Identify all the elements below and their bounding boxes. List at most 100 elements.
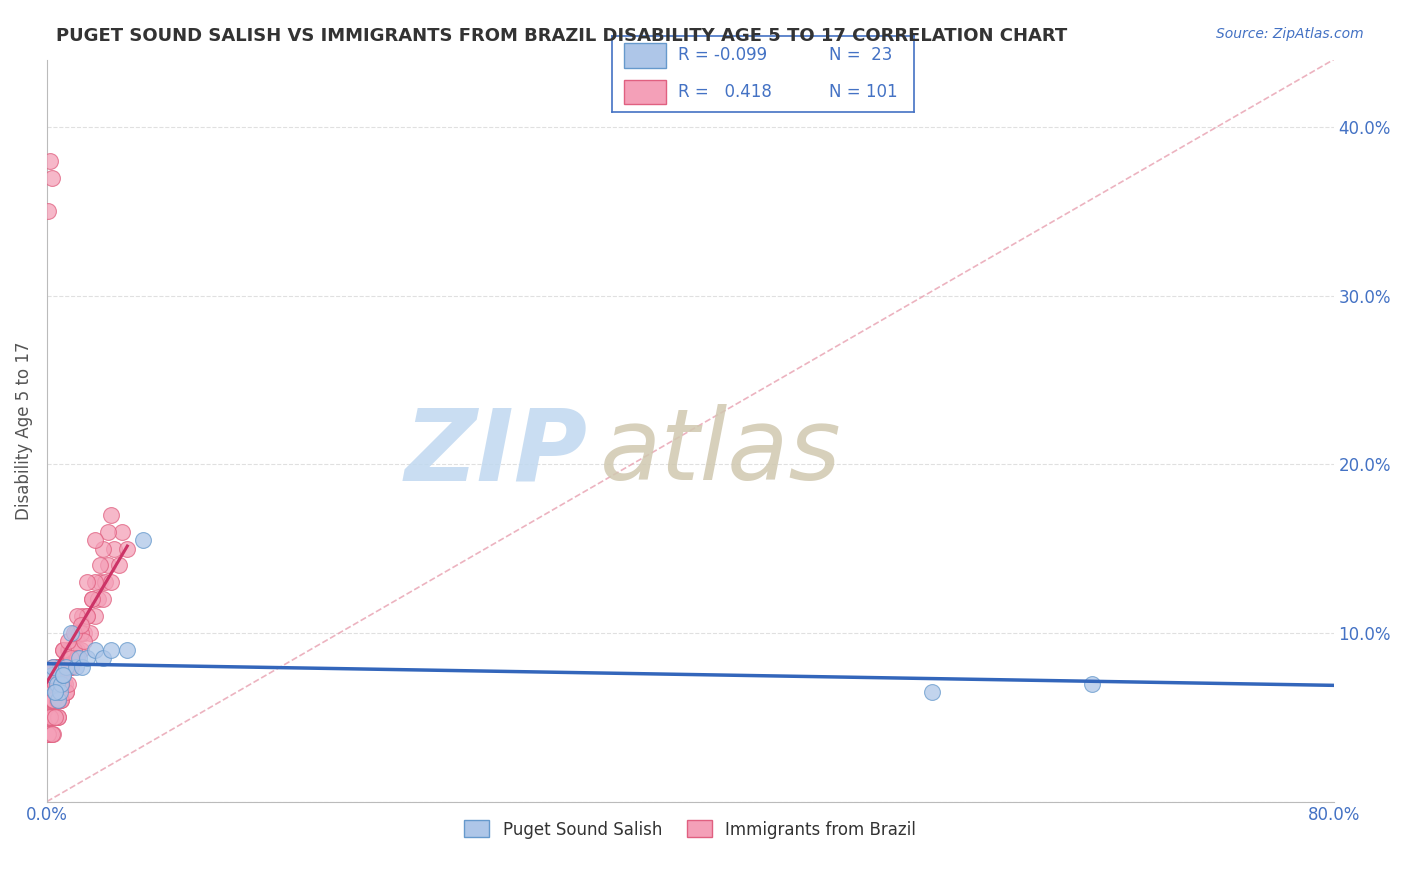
Point — [42, 727, 65, 741]
Point — [56, 659, 79, 673]
Point — [66, 642, 89, 657]
Point — [97, 558, 120, 573]
Point — [44, 676, 66, 690]
Point — [46, 693, 69, 707]
Point — [60, 651, 83, 665]
FancyBboxPatch shape — [624, 79, 666, 104]
Point — [69, 617, 91, 632]
Point — [60, 659, 83, 673]
Point — [84, 533, 107, 548]
Point — [45, 693, 67, 707]
Text: Source: ZipAtlas.com: Source: ZipAtlas.com — [1216, 27, 1364, 41]
Point — [921, 685, 943, 699]
Point — [45, 659, 67, 673]
Point — [67, 651, 90, 665]
Text: atlas: atlas — [600, 404, 842, 501]
Point — [37, 204, 59, 219]
Point — [87, 592, 110, 607]
Point — [117, 642, 139, 657]
Point — [66, 651, 89, 665]
Point — [58, 642, 80, 657]
Point — [51, 676, 73, 690]
Point — [52, 668, 75, 682]
Point — [39, 153, 62, 168]
Text: R =   0.418: R = 0.418 — [678, 83, 772, 101]
Point — [80, 592, 103, 607]
Point — [56, 642, 79, 657]
FancyBboxPatch shape — [624, 44, 666, 68]
Point — [52, 676, 75, 690]
Point — [46, 693, 69, 707]
Point — [49, 659, 72, 673]
Point — [76, 609, 98, 624]
Point — [44, 676, 66, 690]
Point — [49, 659, 72, 673]
Point — [37, 727, 59, 741]
Point — [42, 659, 65, 673]
Point — [41, 668, 63, 682]
Point — [76, 651, 98, 665]
Point — [49, 685, 72, 699]
Point — [63, 642, 86, 657]
Point — [49, 693, 72, 707]
Point — [97, 524, 120, 539]
Text: N = 101: N = 101 — [830, 83, 898, 101]
Point — [79, 626, 101, 640]
Point — [39, 710, 62, 724]
Point — [45, 676, 67, 690]
Point — [76, 575, 98, 590]
Point — [73, 626, 96, 640]
Legend: Puget Sound Salish, Immigrants from Brazil: Puget Sound Salish, Immigrants from Braz… — [457, 814, 922, 846]
Point — [42, 693, 65, 707]
Point — [44, 685, 66, 699]
Point — [89, 575, 111, 590]
Point — [45, 693, 67, 707]
Point — [46, 693, 69, 707]
Point — [66, 609, 89, 624]
Point — [52, 642, 75, 657]
Point — [51, 676, 73, 690]
Point — [69, 626, 91, 640]
Point — [42, 710, 65, 724]
Point — [56, 634, 79, 648]
Point — [72, 609, 94, 624]
Point — [60, 659, 83, 673]
Point — [45, 676, 67, 690]
Point — [103, 541, 125, 556]
Point — [55, 685, 77, 699]
Point — [62, 642, 84, 657]
Point — [91, 541, 114, 556]
Point — [46, 710, 69, 724]
Point — [44, 685, 66, 699]
Y-axis label: Disability Age 5 to 17: Disability Age 5 to 17 — [15, 342, 32, 520]
Point — [39, 710, 62, 724]
Point — [52, 668, 75, 682]
Point — [84, 642, 107, 657]
Point — [39, 693, 62, 707]
Point — [44, 710, 66, 724]
Point — [46, 676, 69, 690]
Point — [37, 727, 59, 741]
Text: PUGET SOUND SALISH VS IMMIGRANTS FROM BRAZIL DISABILITY AGE 5 TO 17 CORRELATION : PUGET SOUND SALISH VS IMMIGRANTS FROM BR… — [56, 27, 1067, 45]
Point — [51, 693, 73, 707]
Point — [41, 727, 63, 741]
Point — [60, 626, 83, 640]
Point — [55, 685, 77, 699]
Point — [65, 626, 87, 640]
Point — [52, 642, 75, 657]
Point — [45, 676, 67, 690]
Point — [1081, 676, 1104, 690]
Point — [100, 575, 122, 590]
Point — [65, 659, 87, 673]
Point — [73, 634, 96, 648]
Point — [44, 710, 66, 724]
Point — [53, 676, 76, 690]
Point — [132, 533, 155, 548]
Point — [89, 558, 111, 573]
Point — [63, 626, 86, 640]
Point — [37, 710, 59, 724]
Point — [42, 659, 65, 673]
Point — [94, 575, 117, 590]
Point — [84, 575, 107, 590]
Point — [111, 524, 134, 539]
